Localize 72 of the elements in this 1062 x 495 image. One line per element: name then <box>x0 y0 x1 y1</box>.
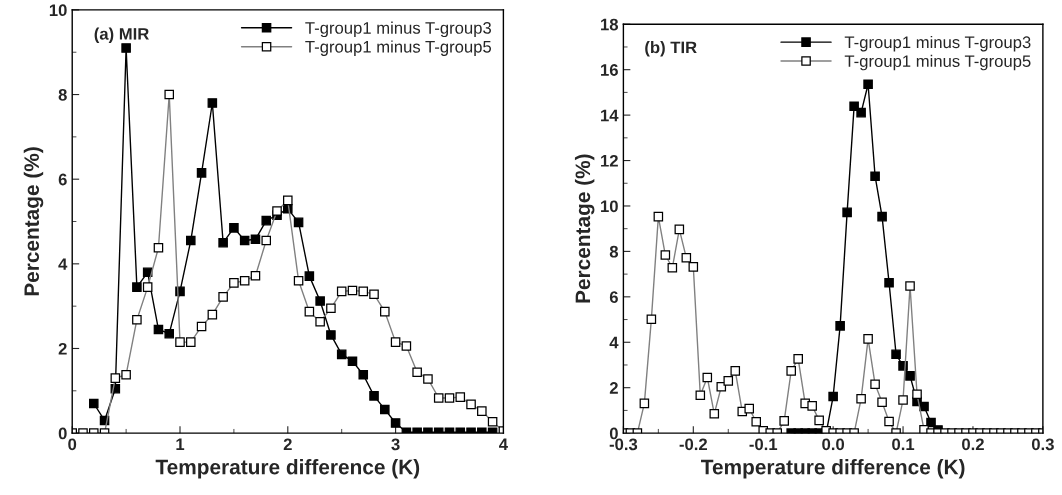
point <box>121 43 131 53</box>
point <box>390 418 401 428</box>
y-tick-label: 10 <box>601 200 618 213</box>
point <box>828 391 838 402</box>
point <box>304 271 315 281</box>
legend-label: T-group1 minus T-group5 <box>844 54 1031 71</box>
y-tick-label: 14 <box>601 109 619 122</box>
point <box>293 217 304 228</box>
y-tick-label: 2 <box>609 382 618 394</box>
x-tick-label: 0.0 <box>822 438 845 451</box>
y-tick-label: 16 <box>601 64 618 76</box>
x-tick-label: 1 <box>176 438 185 451</box>
x-axis-title: Temperature difference (K) <box>155 459 420 479</box>
point <box>218 237 228 248</box>
y-tick-label: 12 <box>601 154 618 167</box>
point <box>905 371 915 381</box>
x-tick-label: 4 <box>499 438 508 451</box>
x-tick-label: 2 <box>283 438 292 451</box>
x-tick-label: 0 <box>68 438 77 451</box>
legend-label: T-group1 minus T-group5 <box>305 40 492 56</box>
legend-label: T-group1 minus T-group3 <box>305 21 492 38</box>
y-tick-label: 0 <box>58 427 67 440</box>
x-tick-label: -0.2 <box>679 438 707 451</box>
x-tick-label: 3 <box>391 438 400 451</box>
point <box>153 324 164 335</box>
point <box>185 235 196 246</box>
point <box>196 168 207 178</box>
point <box>358 369 369 380</box>
point <box>884 277 894 288</box>
point <box>336 349 347 360</box>
point <box>380 404 390 415</box>
point <box>250 234 261 245</box>
point <box>261 215 272 226</box>
y-axis-title: Percentage (%) <box>574 154 595 303</box>
point <box>164 328 175 339</box>
point <box>88 398 99 409</box>
point <box>870 171 880 182</box>
point <box>891 349 901 360</box>
y-tick-label: 4 <box>58 258 68 270</box>
point <box>239 235 250 246</box>
legend-label: T-group1 minus T-group3 <box>844 35 1031 52</box>
y-tick-label: 6 <box>58 173 67 186</box>
point <box>207 98 218 108</box>
y-axis-title: Percentage (%) <box>23 147 44 296</box>
x-tick-label: -0.3 <box>609 438 638 451</box>
x-tick-label: 0.3 <box>1031 438 1054 451</box>
y-tick-label: 8 <box>58 88 67 101</box>
x-tick-label: -0.1 <box>749 438 778 451</box>
point <box>132 282 142 292</box>
y-tick-label: 8 <box>609 245 619 258</box>
point <box>849 101 859 112</box>
y-tick-label: 18 <box>601 18 619 31</box>
point <box>326 330 336 340</box>
point <box>863 79 873 90</box>
point <box>842 207 852 218</box>
x-tick-label: 0.2 <box>962 438 984 451</box>
point <box>315 296 325 306</box>
point <box>347 356 358 366</box>
y-tick-label: 6 <box>609 291 618 304</box>
y-tick-label: 2 <box>58 342 67 355</box>
point <box>369 391 379 401</box>
point <box>856 107 866 118</box>
x-axis-title: Temperature difference (K) <box>701 459 965 479</box>
point <box>877 211 887 222</box>
y-tick-label: 0 <box>609 427 618 440</box>
y-tick-label: 10 <box>49 4 67 17</box>
y-tick-label: 4 <box>609 336 619 349</box>
point <box>229 223 239 233</box>
point <box>835 321 845 331</box>
x-tick-label: 0.1 <box>892 438 915 451</box>
annotation: (b) TIR <box>645 41 697 57</box>
annotation: (a) MIR <box>94 27 149 44</box>
